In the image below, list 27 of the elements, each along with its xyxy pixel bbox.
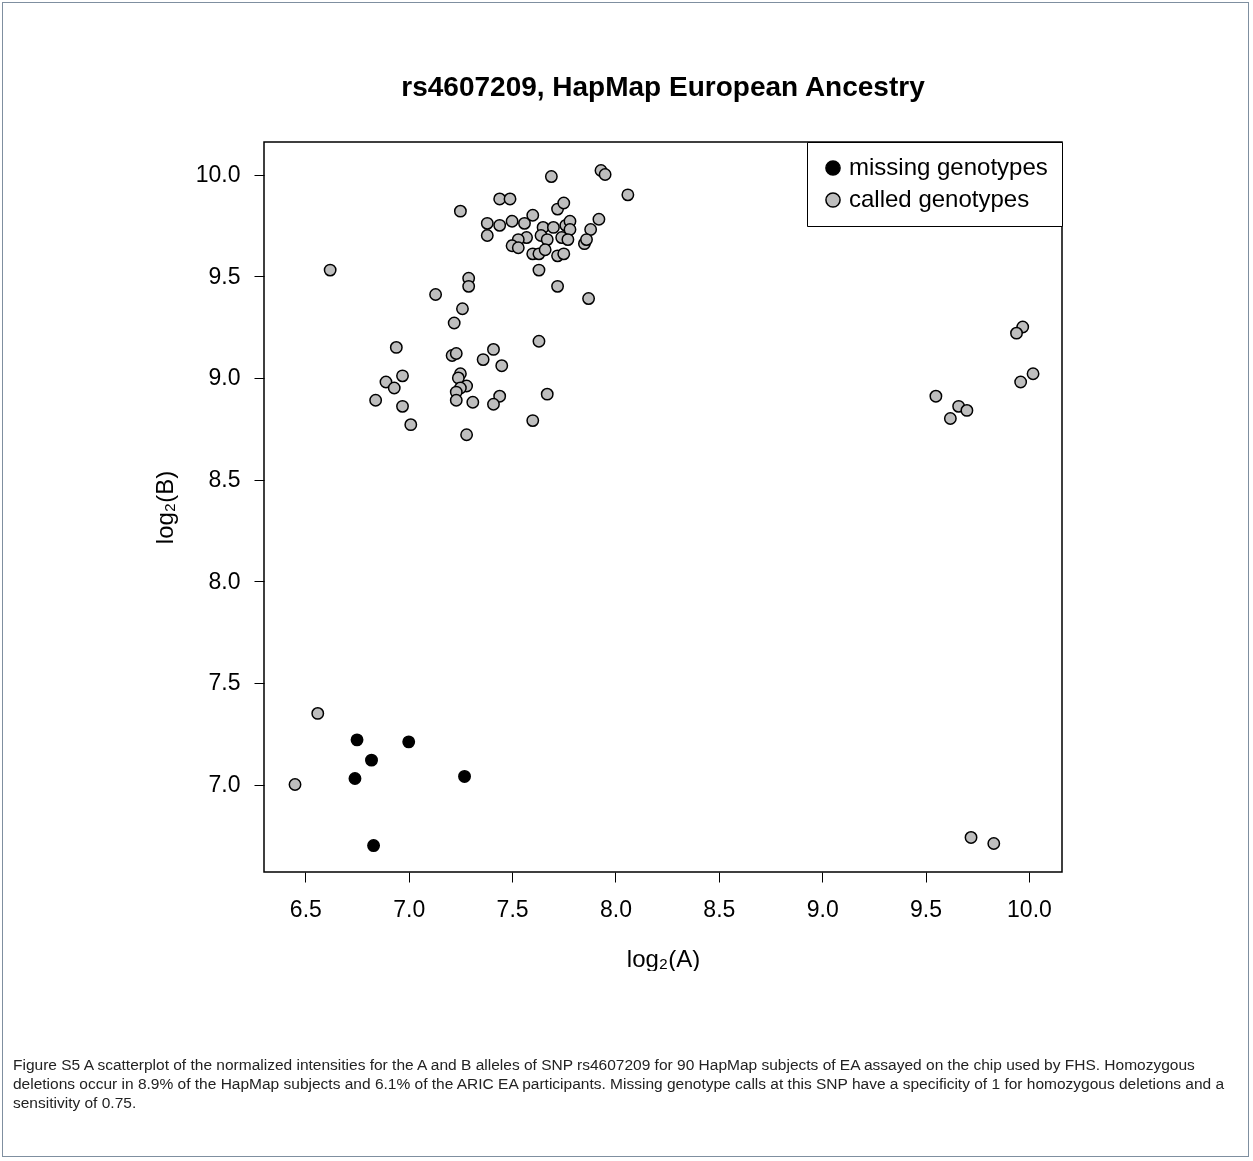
caption: Figure S5 A scatterplot of the normalized intensities for the A and B alleles of SNP rs4607209 for 90 HapMap subjects of EA assayed on the chip used by FHS. Homozygous deletions occur in 8.9% of the HapMap subjects and 6.1% of the ARIC EA participants. Missing genotype calls at this SNP have a specificity of 1 for homozygous deletions and a sensitivity of 0.75. [13,1055,1226,1112]
x-tick-label: 9.0 [806,895,839,922]
point [402,735,416,749]
x-tick-label: 8.0 [599,895,632,922]
x-tick-label: 7.5 [496,895,529,922]
x-tick-label: 8.5 [703,895,736,922]
point [367,839,381,853]
point [350,733,364,747]
y-tick-label: 7.5 [208,669,241,696]
y-axis-title: log₂(B) [150,470,178,545]
y-tick-label: 8.5 [208,466,241,493]
y-tick-label: 7.0 [208,771,241,798]
legend-label: missing genotypes [849,153,1048,180]
chart-title: rs4607209, HapMap European Ancestry [401,70,926,102]
x-tick-label: 10.0 [1007,895,1052,922]
x-tick-label: 6.5 [289,895,322,922]
y-tick-label: 10.0 [195,161,241,188]
point [458,769,471,783]
y-tick-label: 9.5 [208,262,241,289]
point [348,772,362,785]
point [365,753,378,767]
y-tick-label: 9.0 [208,364,241,391]
y-tick-label: 8.0 [208,567,241,594]
x-axis-title: log₂(A) [626,944,701,972]
legend-label: called genotypes [849,185,1030,212]
x-tick-label: 9.5 [910,895,943,922]
x-tick-label: 7.0 [393,895,426,922]
